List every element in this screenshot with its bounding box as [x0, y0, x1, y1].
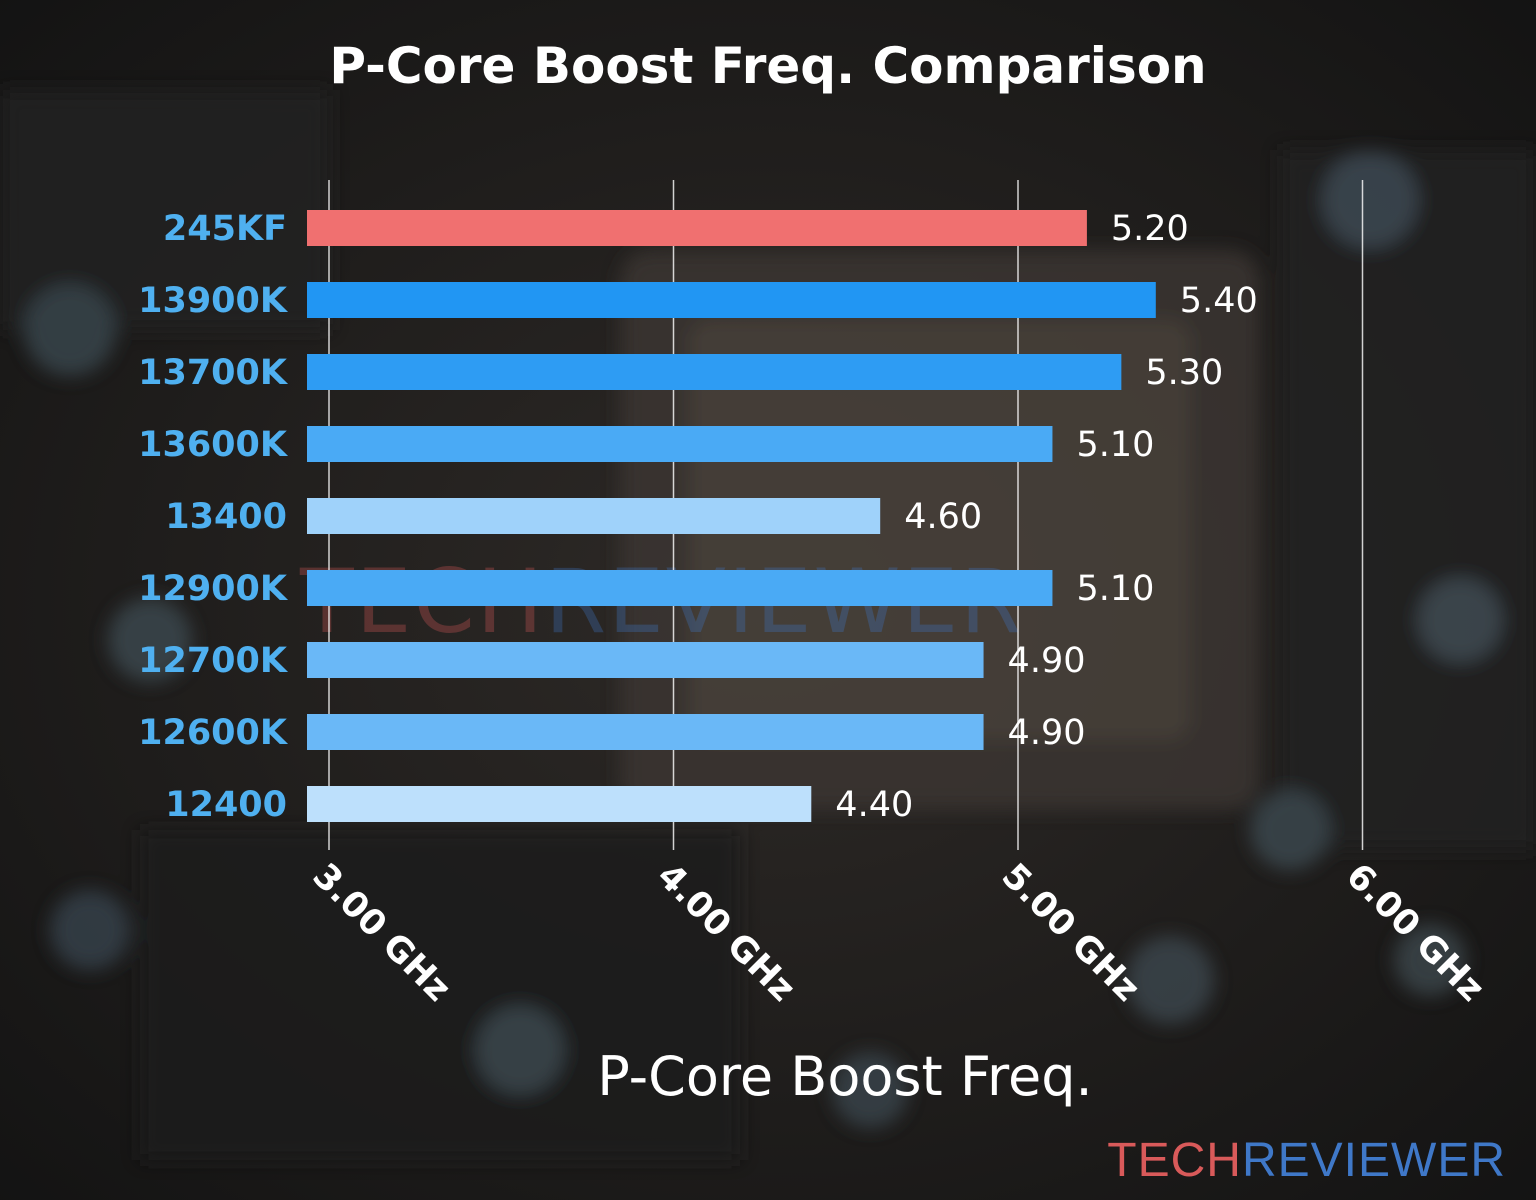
bar	[307, 642, 984, 678]
value-label: 4.90	[1008, 641, 1086, 681]
category-label: 12600K	[138, 713, 289, 753]
value-label: 5.20	[1111, 209, 1189, 249]
bar	[307, 714, 984, 750]
bar	[307, 354, 1122, 390]
bar	[307, 426, 1053, 462]
value-labels: 5.20 5.40 5.30 5.10 4.60 5.10 4.90 4.90 4.40	[835, 209, 1257, 825]
value-label: 5.30	[1145, 353, 1223, 393]
category-label: 12900K	[138, 569, 289, 609]
value-label: 4.90	[1008, 713, 1086, 753]
category-label: 12700K	[138, 641, 289, 681]
brand-logo-part1: TECH	[1107, 1134, 1242, 1187]
bar	[307, 570, 1053, 606]
chart-title: P-Core Boost Freq. Comparison	[329, 37, 1206, 95]
category-labels: 245KF 13900K 13700K 13600K 13400 12900K 12700K…	[138, 209, 289, 825]
x-tick-label: 3.00 GHz	[305, 856, 458, 1009]
value-label: 5.10	[1076, 569, 1154, 609]
x-axis-title: P-Core Boost Freq.	[597, 1045, 1092, 1108]
bar	[307, 282, 1156, 318]
x-tick-label: 6.00 GHz	[1338, 856, 1491, 1009]
bars	[307, 210, 1156, 822]
value-label: 4.60	[904, 497, 982, 537]
bar	[307, 786, 812, 822]
x-tick-labels: 3.00 GHz 4.00 GHz 5.00 GHz 6.00 GHz	[305, 856, 1492, 1009]
x-tick-label: 5.00 GHz	[994, 856, 1147, 1009]
value-label: 4.40	[835, 785, 913, 825]
x-tick-label: 4.00 GHz	[649, 856, 802, 1009]
brand-logo: TECHREVIEWER	[1107, 1133, 1506, 1188]
category-label: 12400	[165, 785, 287, 825]
value-label: 5.40	[1180, 281, 1258, 321]
category-label: 245KF	[163, 209, 287, 249]
category-label: 13700K	[138, 353, 289, 393]
category-label: 13600K	[138, 425, 289, 465]
category-label: 13900K	[138, 281, 289, 321]
value-label: 5.10	[1076, 425, 1154, 465]
bar	[307, 210, 1087, 246]
brand-logo-part2: REVIEWER	[1241, 1134, 1506, 1187]
category-label: 13400	[165, 497, 287, 537]
bar	[307, 498, 881, 534]
